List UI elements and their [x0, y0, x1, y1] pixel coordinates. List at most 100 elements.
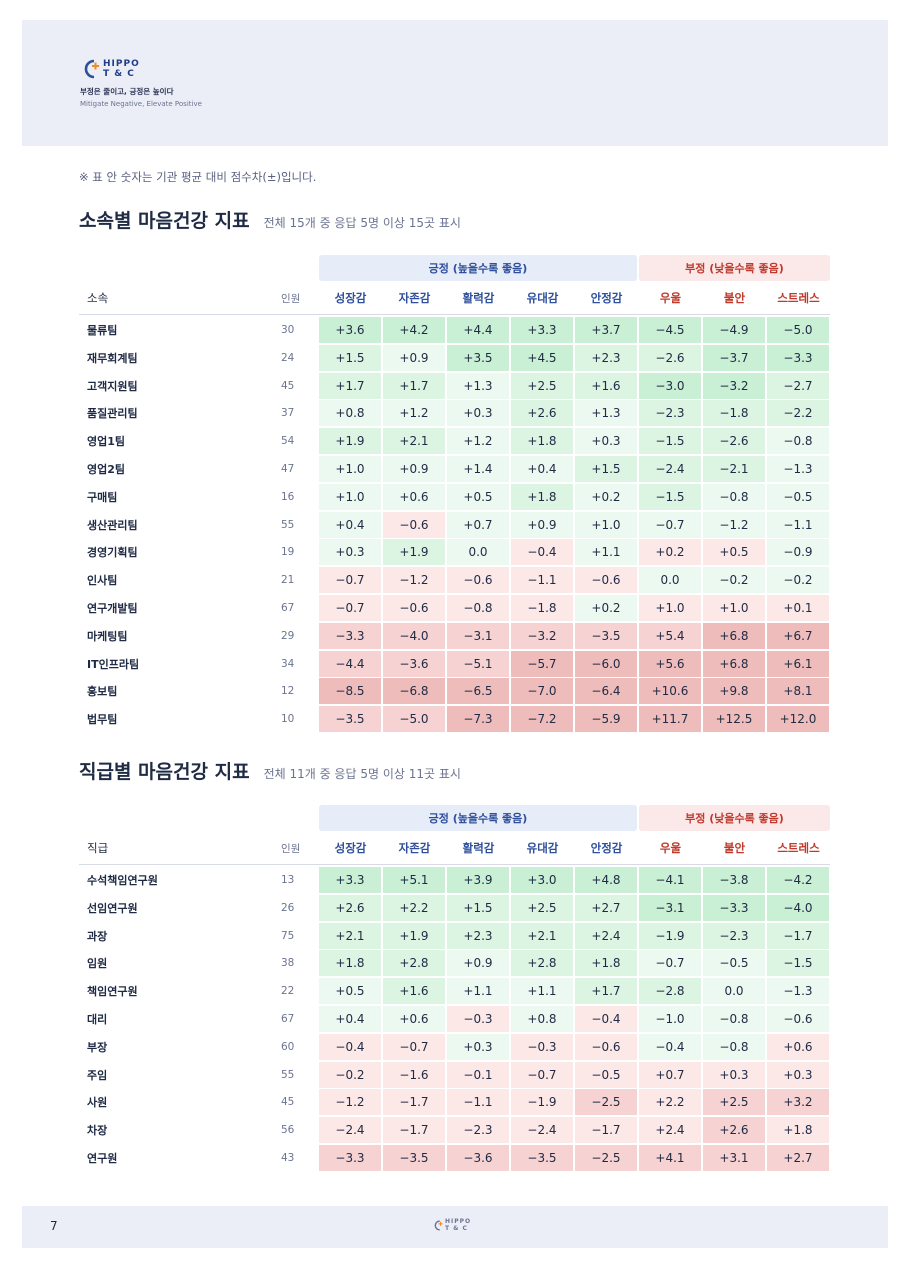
column-header-metric: 자존감: [398, 291, 431, 305]
table-row: 마케팅팀 29 −3.3 −4.0 −3.1 −3.2 −3.5 +5.4 +6.8 +6.7: [79, 622, 830, 651]
score-cell: −0.4: [511, 539, 573, 566]
column-header-metric: 불안: [723, 291, 746, 305]
row-count: 38: [281, 957, 295, 970]
row-name: 선임연구원: [87, 901, 138, 915]
score-cell: 0.0: [639, 567, 701, 594]
row-name: 물류팀: [87, 324, 118, 337]
table-row: 대리 67 +0.4 +0.6 −0.3 +0.8 −0.4 −1.0 −0.8 −0.6: [79, 1005, 830, 1034]
table-row: 재무회계팀 24 +1.5 +0.9 +3.5 +4.5 +2.3 −2.6 −3.7 −3.3: [79, 344, 830, 373]
footer-logo: HIPPO T & C: [432, 1218, 471, 1232]
score-cell: +1.0: [319, 483, 381, 510]
table-row: 법무팀 10 −3.5 −5.0 −7.3 −7.2 −5.9 +11.7 +12.5 +12.0: [79, 706, 830, 734]
score-cell: +6.8: [703, 622, 765, 649]
column-header-row: 소속 인원 성장감 자존감 활력감 유대감 안정감 우울 불안 스트레스: [79, 281, 830, 315]
score-cell: +2.5: [511, 372, 573, 399]
hippo-logo-icon: [434, 1219, 443, 1231]
row-count: 67: [281, 601, 295, 614]
score-cell: −6.0: [575, 650, 637, 677]
score-cell: −2.3: [447, 1117, 509, 1144]
score-cell: +2.2: [639, 1089, 701, 1116]
score-cell: +2.5: [511, 894, 573, 921]
score-cell: +1.1: [447, 978, 509, 1005]
score-cell: −1.9: [639, 922, 701, 949]
score-cell: −2.3: [639, 400, 701, 427]
row-name: 대리: [87, 1012, 108, 1026]
table-row: 임원 38 +1.8 +2.8 +0.9 +2.8 +1.8 −0.7 −0.5 −1.5: [79, 950, 830, 978]
score-cell: +3.2: [767, 1089, 829, 1116]
row-name: 부장: [87, 1040, 108, 1054]
table-row: 연구원 43 −3.3 −3.5 −3.6 −3.5 −2.5 +4.1 +3.1 +2.7: [79, 1144, 830, 1173]
score-cell: −6.4: [575, 678, 637, 705]
score-cell: −3.2: [511, 622, 573, 649]
score-cell: +4.2: [383, 317, 445, 343]
hippo-logo-icon: [84, 59, 99, 79]
score-cell: +5.4: [639, 622, 701, 649]
score-cell: −0.2: [767, 567, 829, 594]
row-name: 홍보팀: [87, 685, 118, 699]
table-row: 물류팀 30 +3.6 +4.2 +4.4 +3.3 +3.7 −4.5 −4.9 −5.0: [79, 317, 830, 345]
column-header-row: 직급 인원 성장감 자존감 활력감 유대감 안정감 우울 불안 스트레스: [79, 831, 830, 865]
page-footer: 7 HIPPO T & C: [22, 1206, 888, 1248]
score-cell: +2.1: [383, 428, 445, 455]
group-positive-label: 긍정 (높을수록 좋음): [319, 255, 637, 281]
row-name: 사원: [87, 1096, 108, 1110]
row-count: 29: [281, 629, 295, 642]
score-cell: −1.3: [767, 455, 829, 482]
table-row: 고객지원팀 45 +1.7 +1.7 +1.3 +2.5 +1.6 −3.0 −3.2 −2.7: [79, 372, 830, 401]
score-cell: −2.5: [575, 1089, 637, 1116]
score-cell: −2.6: [639, 344, 701, 371]
score-cell: −1.9: [511, 1089, 573, 1116]
row-count: 37: [281, 407, 295, 420]
score-cell: −5.0: [767, 317, 829, 343]
score-cell: −0.6: [767, 1005, 829, 1032]
score-cell: −2.4: [639, 455, 701, 482]
score-cell: +6.7: [767, 622, 829, 649]
score-cell: −7.0: [511, 678, 573, 705]
score-cell: −7.3: [447, 706, 509, 733]
row-name: 재무회계팀: [87, 351, 138, 365]
score-cell: −0.6: [575, 1033, 637, 1060]
score-cell: −1.2: [319, 1089, 381, 1116]
score-cell: +0.5: [447, 483, 509, 510]
score-cell: +0.2: [575, 483, 637, 510]
rank-table: 긍정 (높을수록 좋음) 부정 (낮을수록 좋음) 직급 인원 성장감 자존감 활력감 유대감…: [79, 805, 830, 1173]
score-cell: +1.9: [383, 539, 445, 566]
row-name: 생산관리팀: [87, 518, 138, 532]
score-cell: +0.5: [319, 978, 381, 1005]
score-cell: −3.0: [639, 372, 701, 399]
score-cell: −3.3: [319, 1144, 381, 1171]
score-cell: +0.4: [319, 511, 381, 538]
row-name: 고객지원팀: [87, 379, 138, 393]
table-body: 수석책임연구원 13 +3.3 +5.1 +3.9 +3.0 +4.8 −4.1 −3.8 −4.…: [79, 867, 830, 1173]
row-count: 12: [281, 685, 295, 698]
score-cell: +1.5: [319, 344, 381, 371]
score-cell: +1.0: [639, 594, 701, 621]
score-cell: +10.6: [639, 678, 701, 705]
score-cell: +3.6: [319, 317, 381, 343]
score-cell: −1.2: [383, 567, 445, 594]
row-count: 30: [281, 324, 295, 336]
footer-logo-line1: HIPPO: [445, 1218, 472, 1225]
score-cell: +2.7: [767, 1144, 829, 1171]
score-cell: 0.0: [703, 978, 765, 1005]
score-cell: +11.7: [639, 706, 701, 733]
score-cell: −3.5: [575, 622, 637, 649]
score-cell: +0.6: [383, 1005, 445, 1032]
score-cell: −1.2: [703, 511, 765, 538]
score-cell: +1.6: [575, 372, 637, 399]
row-count: 54: [281, 435, 295, 448]
score-cell: +2.3: [575, 344, 637, 371]
dept-subtitle: 전체 15개 중 응답 5명 이상 15곳 표시: [263, 216, 461, 230]
score-cell: +2.2: [383, 894, 445, 921]
group-negative-label: 부정 (낮을수록 좋음): [639, 805, 830, 831]
score-cell: +0.9: [383, 455, 445, 482]
score-cell: +1.8: [319, 950, 381, 977]
score-cell: −4.1: [639, 867, 701, 893]
table-note: ※ 표 안 숫자는 기관 평균 대비 점수차(±)입니다.: [79, 170, 317, 184]
score-cell: −0.4: [319, 1033, 381, 1060]
score-cell: +0.6: [383, 483, 445, 510]
row-count: 34: [281, 657, 295, 670]
score-cell: −1.5: [639, 428, 701, 455]
column-header-metric: 유대감: [526, 841, 559, 855]
logo-text-line2: T & C: [103, 69, 135, 79]
